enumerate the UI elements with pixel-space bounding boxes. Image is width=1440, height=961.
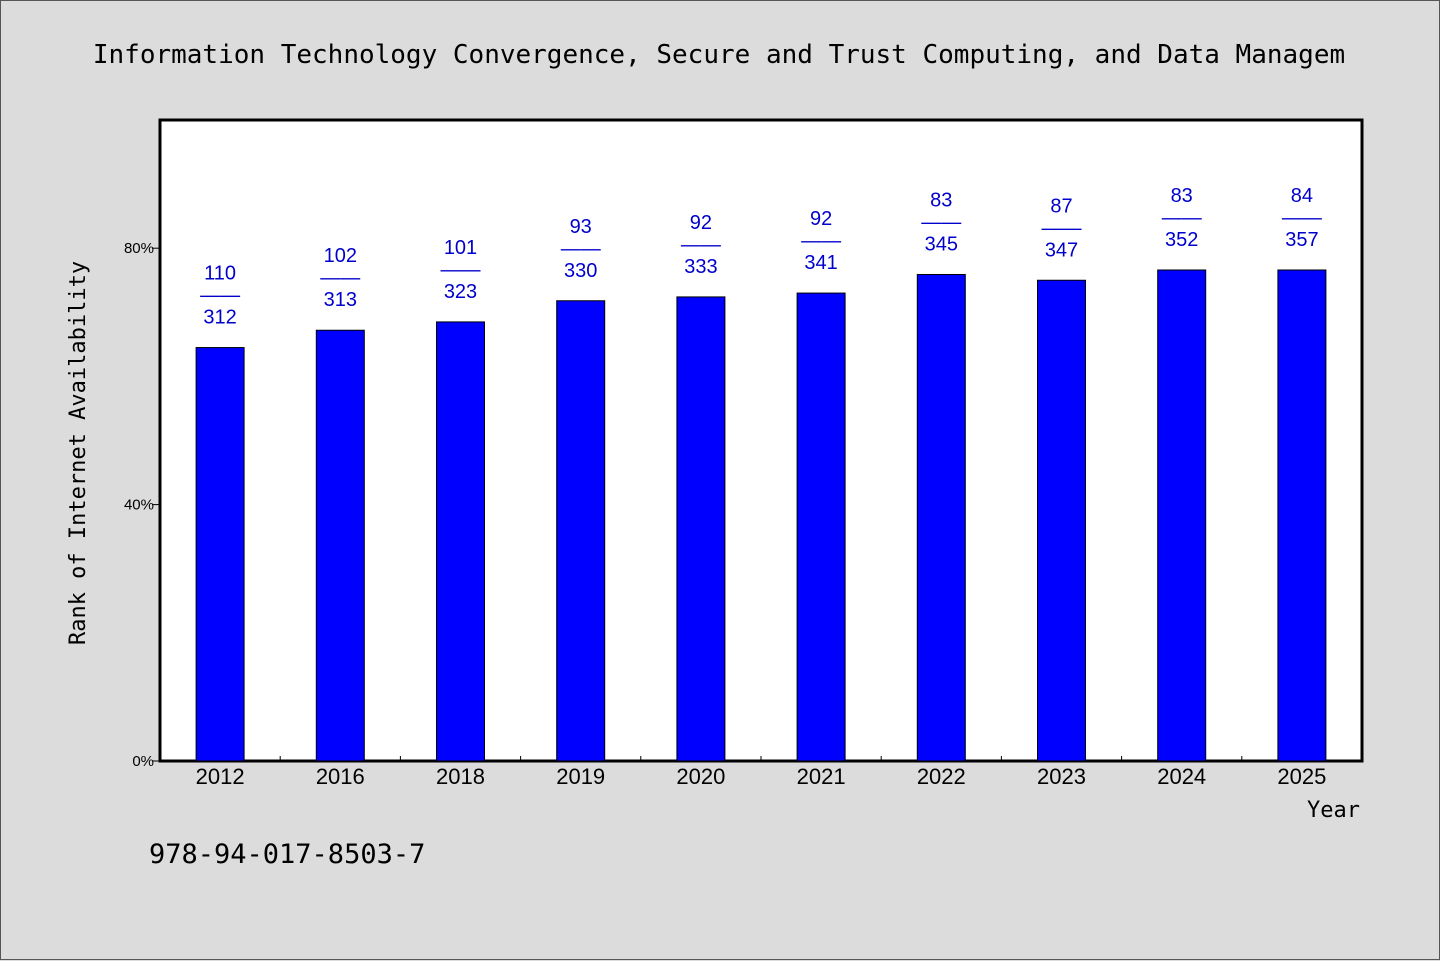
x-tick-label: 2024 [1157,764,1206,789]
data-label-top: 102 [324,245,357,267]
y-tick-label: 80% [124,240,154,257]
data-label-top: 92 [690,212,712,234]
x-tick-label: 2016 [316,764,365,789]
y-axis: 0% 40% 80% [124,240,160,770]
x-tick-label: 2025 [1277,764,1326,789]
x-axis-label: Year [1307,798,1360,823]
data-label-bottom: 357 [1285,229,1318,251]
data-label-separator: —— [801,230,841,252]
y-tick-label: 40% [124,497,154,514]
data-label-separator: —— [921,211,961,233]
data-label-top: 101 [444,237,477,259]
bar [676,296,726,762]
bar-series [195,269,1327,762]
data-label-bottom: 323 [444,281,477,303]
y-axis-label: Rank of Internet Availability [66,261,91,645]
bar [436,321,485,762]
bar [315,329,365,762]
x-tick-label: 2018 [436,764,485,789]
data-label-separator: —— [561,238,601,260]
data-label-separator: —— [441,259,481,281]
bar [195,347,245,762]
data-label-top: 92 [810,208,832,230]
data-label-top: 93 [570,216,592,238]
data-label-bottom: 341 [804,252,837,274]
bar [1037,279,1086,762]
x-tick-label: 2023 [1037,764,1086,789]
data-label-bottom: 330 [564,260,597,282]
data-label-separator: —— [1282,207,1322,229]
bar [1277,269,1327,762]
data-label-top: 87 [1050,195,1072,217]
data-label-bottom: 312 [203,307,236,329]
data-label-top: 110 [204,263,236,285]
data-label-bottom: 313 [324,289,357,311]
x-tick-label: 2022 [917,764,966,789]
data-label-separator: —— [320,267,360,289]
x-tick-label: 2021 [797,764,846,789]
data-label-bottom: 345 [925,233,958,255]
bar [556,300,606,762]
data-labels: 110——312102——313101——32393——33092——33392… [200,185,1322,329]
data-label-separator: —— [1162,207,1202,229]
x-axis: 2012 2016 2018 2019 2020 2021 2022 2023 2024 2025 [196,756,1326,789]
data-label-bottom: 333 [684,256,717,278]
x-tick-label: 2019 [556,764,605,789]
data-label-separator: —— [200,285,240,307]
isbn-text: 978-94-017-8503-7 [149,839,425,870]
data-label-top: 84 [1291,185,1313,207]
y-tick-label: 0% [132,753,154,770]
bar [916,273,966,762]
data-label-separator: —— [681,234,721,256]
x-tick-label: 2012 [196,764,245,789]
data-label-bottom: 347 [1045,239,1078,261]
x-tick-label: 2020 [676,764,725,789]
data-label-separator: —— [1042,217,1082,239]
data-label-top: 83 [930,189,952,211]
chart-title: Information Technology Convergence, Secu… [93,40,1345,70]
data-label-bottom: 352 [1165,229,1198,251]
data-label-top: 83 [1171,185,1193,207]
bar [1157,269,1207,762]
bar [796,292,846,762]
